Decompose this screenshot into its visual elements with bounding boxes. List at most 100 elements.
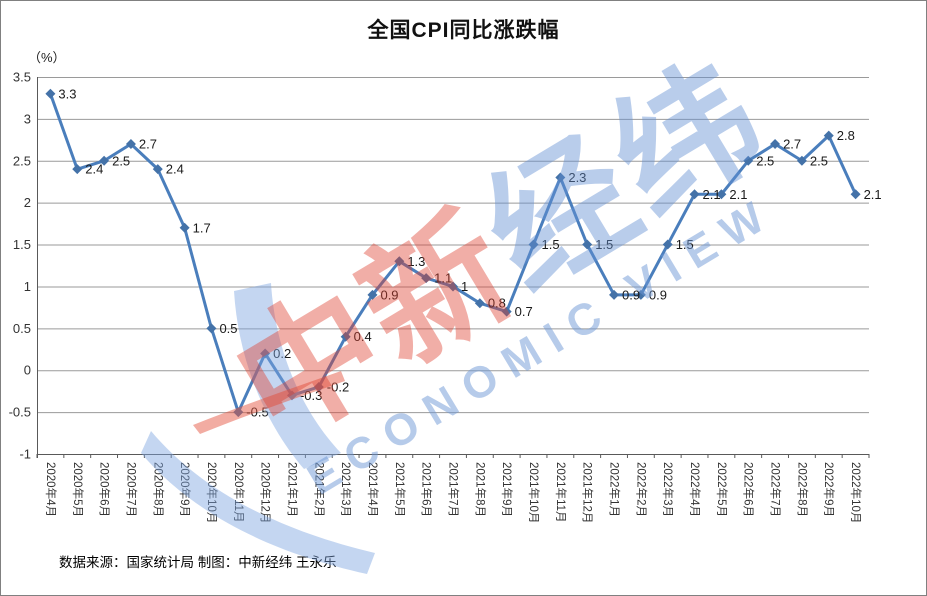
data-point-marker (233, 407, 244, 418)
svg-text:2.5: 2.5 (112, 153, 130, 168)
svg-text:1.5: 1.5 (595, 237, 613, 252)
data-point-marker (152, 164, 163, 175)
axes (36, 77, 870, 458)
svg-text:2021年12月: 2021年12月 (581, 462, 595, 523)
data-point-marker (125, 139, 136, 150)
svg-text:0.5: 0.5 (219, 321, 237, 336)
data-point-marker (796, 155, 807, 166)
svg-text:3.5: 3.5 (13, 70, 31, 85)
svg-text:-0.5: -0.5 (9, 405, 31, 420)
data-point-marker (260, 348, 271, 359)
svg-text:2020年4月: 2020年4月 (44, 462, 58, 517)
chart-title: 全国CPI同比涨跌幅 (367, 19, 560, 42)
svg-text:2.4: 2.4 (85, 162, 103, 177)
svg-text:2.1: 2.1 (864, 187, 882, 202)
svg-text:2020年6月: 2020年6月 (98, 462, 112, 517)
cpi-line-chart: 3.5 3 2.5 2 1.5 1 0.5 0 -0.5 -1 2020年4月 2020年5月 2020… (9, 70, 882, 524)
svg-text:2021年10月: 2021年10月 (527, 462, 541, 523)
svg-text:2.5: 2.5 (756, 153, 774, 168)
data-point-marker (743, 155, 754, 166)
svg-text:3: 3 (24, 111, 31, 126)
data-point-marker (823, 130, 834, 141)
svg-text:2021年4月: 2021年4月 (366, 462, 380, 517)
svg-text:2022年1月: 2022年1月 (608, 462, 622, 517)
svg-text:1: 1 (24, 279, 31, 294)
svg-text:2022年7月: 2022年7月 (769, 462, 783, 517)
x-axis-labels: 2020年4月 2020年5月 2020年6月 2020年7月 2020年8月 2020年… (44, 462, 863, 523)
svg-text:2.5: 2.5 (13, 153, 31, 168)
svg-text:2022年5月: 2022年5月 (715, 462, 729, 517)
data-point-marker (45, 88, 56, 99)
svg-text:1: 1 (461, 279, 468, 294)
svg-text:0.7: 0.7 (515, 304, 533, 319)
svg-text:0.9: 0.9 (380, 287, 398, 302)
svg-text:-0.2: -0.2 (327, 379, 349, 394)
svg-text:2021年8月: 2021年8月 (473, 462, 487, 517)
data-point-marker (635, 289, 646, 300)
svg-text:2020年11月: 2020年11月 (232, 462, 246, 523)
data-point-marker (662, 239, 673, 250)
data-point-marker (609, 289, 620, 300)
svg-text:2020年12月: 2020年12月 (259, 462, 273, 523)
data-point-marker (850, 189, 861, 200)
svg-text:3.3: 3.3 (58, 86, 76, 101)
svg-text:2021年7月: 2021年7月 (447, 462, 461, 517)
svg-text:-1: -1 (19, 447, 31, 462)
svg-text:2.1: 2.1 (703, 187, 721, 202)
svg-text:1.1: 1.1 (434, 271, 452, 286)
svg-text:2.4: 2.4 (166, 162, 184, 177)
svg-text:2021年6月: 2021年6月 (420, 462, 434, 517)
svg-text:0.8: 0.8 (488, 296, 506, 311)
data-point-marker (179, 222, 190, 233)
data-point-marker (367, 289, 378, 300)
svg-text:2.5: 2.5 (810, 153, 828, 168)
svg-text:2022年9月: 2022年9月 (822, 462, 836, 517)
data-point-marker (421, 273, 432, 284)
svg-text:1.3: 1.3 (407, 254, 425, 269)
gridlines (37, 77, 869, 455)
svg-text:2.7: 2.7 (139, 137, 157, 152)
svg-text:0.2: 0.2 (273, 346, 291, 361)
y-axis-unit-label: （%） (28, 50, 66, 65)
data-point-marker (689, 189, 700, 200)
data-point-marker (528, 239, 539, 250)
data-point-marker (206, 323, 217, 334)
svg-text:2022年4月: 2022年4月 (688, 462, 702, 517)
data-point-marker (99, 155, 110, 166)
svg-text:2022年10月: 2022年10月 (849, 462, 863, 523)
svg-text:0.9: 0.9 (649, 287, 667, 302)
y-axis-tick-labels: 3.5 3 2.5 2 1.5 1 0.5 0 -0.5 -1 (9, 70, 31, 462)
svg-text:2.8: 2.8 (837, 128, 855, 143)
svg-text:0.9: 0.9 (622, 287, 640, 302)
svg-text:1.5: 1.5 (542, 237, 560, 252)
svg-text:2.1: 2.1 (729, 187, 747, 202)
svg-text:2021年9月: 2021年9月 (500, 462, 514, 517)
svg-text:2021年5月: 2021年5月 (393, 462, 407, 517)
data-labels: 3.3 2.4 2.5 2.7 2.4 1.7 0.5 -0.5 0.2 -0.3 -0.2 0.4 0… (58, 86, 881, 419)
svg-text:2021年3月: 2021年3月 (339, 462, 353, 517)
svg-text:0: 0 (24, 363, 31, 378)
svg-text:2.3: 2.3 (568, 170, 586, 185)
svg-text:2: 2 (24, 195, 31, 210)
svg-text:2022年8月: 2022年8月 (795, 462, 809, 517)
svg-text:1.7: 1.7 (193, 220, 211, 235)
svg-text:-0.5: -0.5 (246, 405, 268, 420)
data-point-marker (72, 164, 83, 175)
data-point-marker (340, 331, 351, 342)
data-point-marker (474, 298, 485, 309)
svg-text:2021年2月: 2021年2月 (312, 462, 326, 517)
svg-text:2020年9月: 2020年9月 (178, 462, 192, 517)
svg-text:2021年11月: 2021年11月 (554, 462, 568, 523)
data-point-marker (394, 256, 405, 267)
svg-text:2020年7月: 2020年7月 (124, 462, 138, 517)
data-point-marker (582, 239, 593, 250)
data-point-marker (501, 306, 512, 317)
svg-text:2020年5月: 2020年5月 (71, 462, 85, 517)
svg-text:2.7: 2.7 (783, 137, 801, 152)
svg-text:0.5: 0.5 (13, 321, 31, 336)
data-point-marker (448, 281, 458, 292)
svg-text:0.4: 0.4 (354, 329, 372, 344)
svg-text:-0.3: -0.3 (300, 388, 322, 403)
svg-text:2020年10月: 2020年10月 (205, 462, 219, 523)
